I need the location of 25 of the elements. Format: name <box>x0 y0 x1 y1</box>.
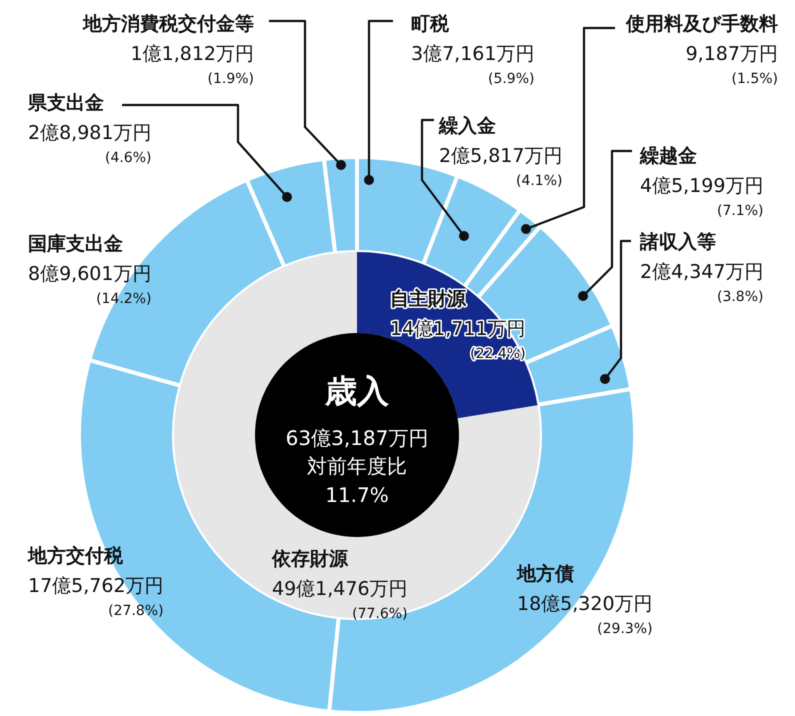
data-label: 17億5,762万円 (27.8%) <box>28 575 164 619</box>
slice-label: 県支出金 <box>27 92 104 114</box>
data-label: 2億8,981万円 (4.6%) <box>28 122 152 166</box>
text: 対前年度比 <box>307 454 407 478</box>
text: 歳入 <box>324 372 390 410</box>
slice-label: 依存財源 <box>271 548 349 570</box>
slice-label: 国庫支出金 <box>28 233 123 255</box>
slice-label: 地方債 <box>516 563 574 585</box>
slice-label: 繰入金 <box>438 115 496 137</box>
data-label: 3億7,161万円 (5.9%) <box>411 43 534 87</box>
slice-label: 使用料及び手数料 <box>625 13 778 35</box>
text: 63億3,187万円 <box>286 426 428 450</box>
data-label: 4億5,199万円 (7.1%) <box>640 175 764 219</box>
slice-label: 諸収入等 <box>639 231 716 253</box>
data-label: 9,187万円 (1.5%) <box>686 43 778 87</box>
slice-label: 自主財源 <box>390 288 467 310</box>
data-label: 1億1,812万円 (1.9%) <box>130 43 254 87</box>
data-label: 18億5,320万円 (29.3%) <box>517 593 653 637</box>
data-label: 49億1,476万円 (77.6%) <box>272 578 408 622</box>
data-label: 2億5,817万円 (4.1%) <box>439 145 562 189</box>
slice-label: 繰越金 <box>639 145 697 167</box>
text: 11.7% <box>325 483 389 507</box>
slice-label: 町税 <box>411 13 450 35</box>
data-label: 2億4,347万円 (3.8%) <box>640 261 764 305</box>
slice-label: 地方消費税交付金等 <box>82 13 254 35</box>
